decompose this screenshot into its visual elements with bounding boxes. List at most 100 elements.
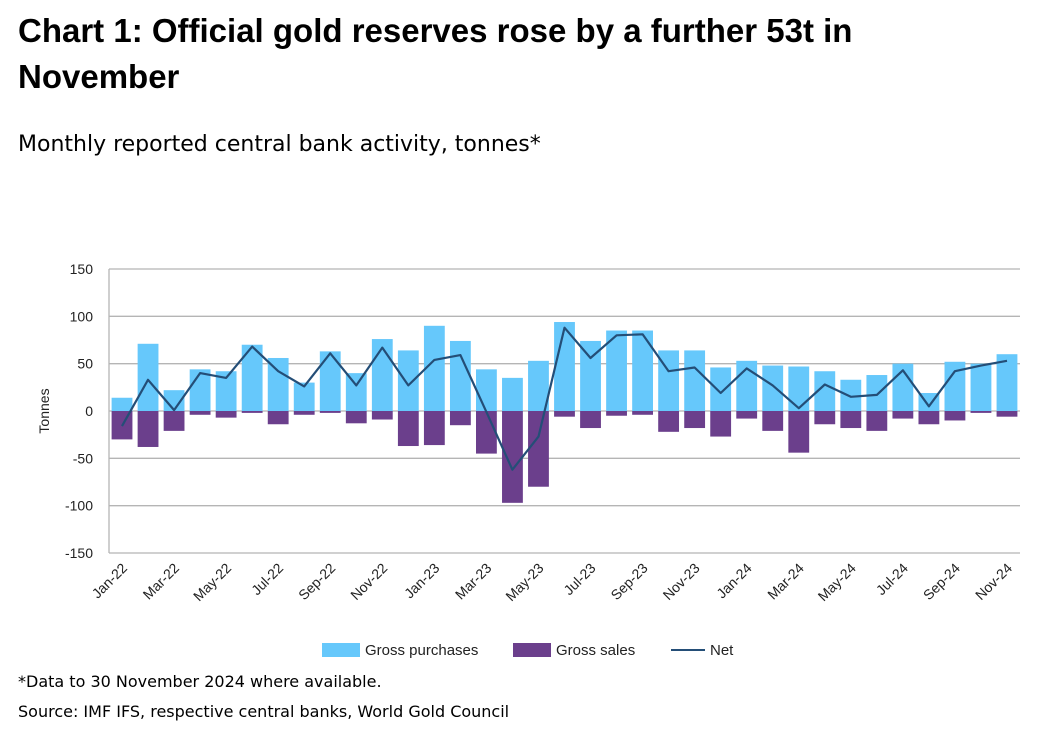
sales-bar — [293, 411, 315, 415]
purchase-bar — [215, 371, 237, 411]
purchase-bar — [762, 365, 784, 411]
sales-bar — [137, 411, 159, 447]
x-tick-label: Sep-23 — [607, 560, 650, 603]
purchase-bar — [944, 361, 966, 411]
sales-bar — [944, 411, 966, 421]
x-tick-label: Jul-23 — [560, 560, 598, 598]
x-tick-label: Sep-22 — [295, 560, 338, 603]
sales-bar — [658, 411, 680, 432]
sales-bar — [241, 411, 263, 413]
x-tick-label: Sep-24 — [920, 560, 963, 603]
sales-bar — [215, 411, 237, 418]
sales-bar — [449, 411, 471, 426]
purchase-bar — [866, 375, 888, 411]
y-axis-label: Tonnes — [36, 388, 52, 433]
purchase-bar — [423, 325, 445, 411]
sales-bars — [111, 411, 1018, 503]
sales-bar — [319, 411, 341, 413]
y-tick-label: -100 — [65, 498, 93, 514]
sales-bar — [189, 411, 211, 415]
x-tick-label: Jul-22 — [248, 560, 286, 598]
sales-bar — [840, 411, 862, 429]
y-tick-label: 100 — [70, 308, 94, 324]
purchase-bar — [970, 363, 992, 411]
x-tick-label: Nov-24 — [972, 560, 1015, 603]
purchase-bar — [606, 330, 627, 411]
legend-swatch-net — [671, 649, 705, 651]
y-tick-label: -50 — [73, 450, 93, 466]
purchase-bar — [111, 397, 133, 411]
x-tick-label: Mar-23 — [452, 560, 495, 603]
purchases-bars — [111, 322, 1018, 411]
sales-bar — [762, 411, 784, 431]
sales-bar — [528, 411, 549, 487]
purchase-bar — [502, 377, 523, 411]
legend-swatch-sales — [513, 643, 551, 657]
sales-bar — [892, 411, 914, 419]
sales-bar — [502, 411, 523, 503]
y-tick-label: 150 — [70, 261, 94, 277]
x-tick-label: Nov-23 — [660, 560, 703, 603]
purchase-bar — [371, 339, 393, 411]
sales-bar — [371, 411, 393, 420]
sales-bar — [345, 411, 367, 424]
purchase-bar — [710, 367, 732, 411]
x-tick-label: Jan-24 — [713, 560, 755, 602]
sales-bar — [163, 411, 185, 431]
purchase-bar — [632, 330, 653, 411]
legend-swatch-purchases — [322, 643, 360, 657]
legend-label-purchases: Gross purchases — [365, 641, 479, 659]
x-tick-label: Mar-24 — [764, 560, 807, 603]
purchase-bar — [684, 350, 706, 411]
purchase-bar — [189, 369, 211, 411]
purchase-bar — [449, 340, 471, 411]
x-tick-label: Jul-24 — [873, 560, 911, 598]
y-tick-label: 0 — [85, 403, 93, 419]
legend-label-sales: Gross sales — [556, 641, 636, 659]
purchase-bar — [163, 390, 185, 411]
sales-bar — [736, 411, 758, 419]
net-line-group — [121, 326, 1008, 471]
x-tick-label: May-23 — [502, 560, 546, 604]
sales-bar — [476, 411, 497, 454]
sales-bar — [267, 411, 289, 425]
purchase-bar — [397, 350, 419, 411]
purchase-bar — [840, 379, 862, 411]
purchase-bar — [580, 340, 601, 411]
sales-bar — [684, 411, 706, 429]
x-tick-label: Mar-22 — [140, 560, 183, 603]
sales-bar — [554, 411, 575, 417]
purchase-bar — [293, 382, 315, 411]
legend-item-sales: Gross sales — [513, 640, 635, 660]
sales-bar — [580, 411, 601, 429]
x-axis-ticks: Jan-22 Mar-22 May-22 Jul-22 Sep-22 Nov-22 Jan-… — [89, 560, 1016, 604]
sales-bar — [918, 411, 940, 425]
x-tick-label: May-22 — [190, 560, 234, 604]
purchase-bar — [241, 344, 263, 411]
sales-bar — [788, 411, 810, 453]
y-axis-ticks: 150 100 50 0 -50 -100 -150 — [65, 261, 93, 561]
sales-bar — [397, 411, 419, 447]
sales-bar — [632, 411, 653, 415]
chart-title: Chart 1: Official gold reserves rose by … — [18, 12, 853, 95]
source-note: Source: IMF IFS, respective central bank… — [18, 702, 510, 721]
legend-label-net: Net — [710, 641, 734, 659]
x-tick-label: May-24 — [815, 560, 859, 604]
sales-bar — [710, 411, 732, 437]
sales-bar — [866, 411, 888, 431]
sales-bar — [606, 411, 627, 416]
sales-bar — [996, 411, 1018, 417]
x-tick-label: Jan-23 — [401, 560, 443, 602]
legend-item-net: Net — [671, 640, 733, 660]
purchase-bar — [554, 322, 575, 411]
y-tick-label: 50 — [77, 356, 93, 372]
x-tick-label: Nov-22 — [347, 560, 390, 603]
purchase-bar — [996, 354, 1018, 411]
purchase-bar — [814, 371, 836, 411]
net-line — [121, 326, 1008, 471]
purchase-bar — [788, 366, 810, 411]
sales-bar — [423, 411, 445, 446]
purchase-bar — [137, 343, 159, 411]
sales-bar — [814, 411, 836, 425]
